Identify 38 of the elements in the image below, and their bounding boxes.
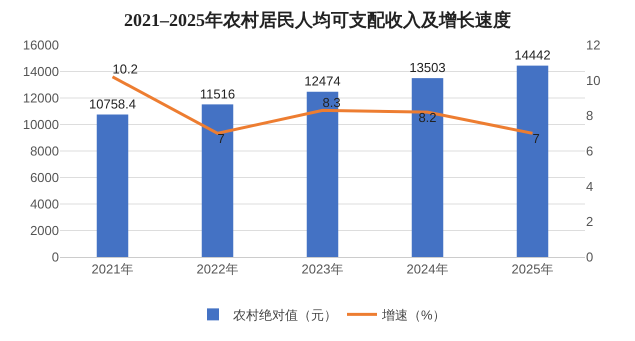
bar [96, 114, 128, 257]
y-tick-label: 2000 [30, 223, 59, 238]
data-label: 13503 [409, 60, 446, 76]
y2-tick-label: 4 [586, 178, 594, 194]
y-tick-label: 0 [52, 250, 59, 265]
y2-tick-label: 8 [586, 108, 594, 124]
x-tick-label: 2024年 [406, 262, 448, 277]
bar [306, 92, 338, 257]
data-label: 12474 [304, 74, 341, 89]
y2-tick-label: 12 [586, 38, 600, 53]
x-tick-label: 2025年 [512, 262, 554, 277]
y-tick-label: 10000 [22, 117, 59, 132]
y2-tick-label: 6 [586, 144, 594, 159]
y2-tick-label: 2 [586, 214, 594, 230]
data-label: 7 [218, 131, 225, 146]
y2-tick-label: 0 [586, 250, 594, 265]
data-label: 10758.4 [89, 96, 136, 112]
y-tick-label: 4000 [30, 196, 59, 212]
x-tick-label: 2022年 [196, 262, 238, 277]
y-tick-label: 14000 [22, 64, 59, 80]
data-label: 8.2 [418, 110, 437, 125]
bar [516, 66, 548, 257]
chart-title: 2021–2025年农村居民人均可支配收入及增长速度 [124, 10, 511, 30]
y-tick-label: 6000 [30, 170, 59, 186]
data-label: 11516 [200, 86, 236, 102]
x-tick-label: 2023年 [302, 262, 344, 277]
legend-label: 农村绝对值（元） [233, 307, 337, 322]
y-tick-label: 8000 [30, 144, 59, 159]
legend-label: 增速（%） [381, 307, 446, 322]
data-label: 14442 [514, 48, 551, 63]
data-label: 10.2 [112, 62, 138, 77]
y-tick-label: 16000 [22, 38, 59, 53]
bar [202, 104, 234, 257]
x-tick-label: 2021年 [92, 262, 134, 277]
bar [412, 78, 444, 257]
y-tick-label: 12000 [22, 90, 59, 106]
data-label: 7 [532, 131, 540, 146]
y2-tick-label: 10 [586, 72, 600, 88]
